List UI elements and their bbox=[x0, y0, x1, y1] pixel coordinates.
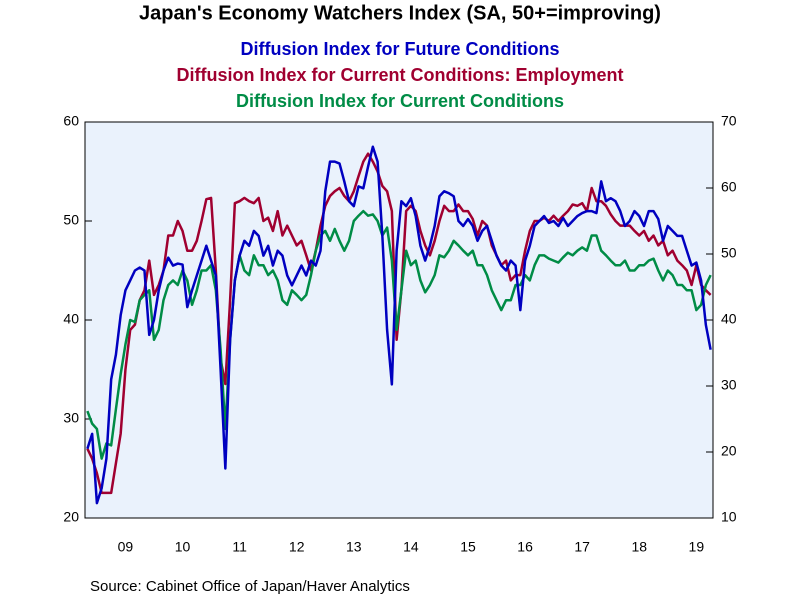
series-line bbox=[86, 145, 712, 505]
source: Source: Cabinet Office of Japan/Haver An… bbox=[90, 578, 410, 595]
y2-tick-label: 20 bbox=[721, 443, 737, 459]
legend-entry: Diffusion Index for Current Conditions bbox=[236, 91, 564, 111]
x-tick-label: 11 bbox=[232, 539, 247, 555]
x-tick-label: 19 bbox=[689, 539, 705, 555]
x-tick-label: 17 bbox=[574, 539, 590, 555]
y2-tick-label: 30 bbox=[721, 377, 737, 393]
legend-entry: Diffusion Index for Future Conditions bbox=[241, 39, 560, 59]
y2-tick-label: 10 bbox=[721, 509, 737, 525]
y-tick-label: 20 bbox=[63, 509, 79, 525]
y2-tick-label: 40 bbox=[721, 311, 737, 327]
chart-title: Japan's Economy Watchers Index (SA, 50+=… bbox=[139, 2, 661, 24]
y2-tick-label: 60 bbox=[721, 179, 737, 195]
x-tick-label: 16 bbox=[517, 539, 533, 555]
y-tick-label: 50 bbox=[63, 212, 79, 228]
legend-entry: Diffusion Index for Current Conditions: … bbox=[177, 65, 624, 85]
x-tick-label: 10 bbox=[175, 539, 191, 555]
y2-tick-label: 70 bbox=[721, 113, 737, 129]
x-tick-label: 14 bbox=[403, 539, 419, 555]
series-line bbox=[86, 209, 712, 460]
x-tick-label: 12 bbox=[289, 539, 305, 555]
x-tick-label: 13 bbox=[346, 539, 362, 555]
y-tick-label: 30 bbox=[63, 410, 79, 426]
x-tick-label: 18 bbox=[631, 539, 647, 555]
x-tick-label: 09 bbox=[118, 539, 134, 555]
x-tick-label: 15 bbox=[460, 539, 476, 555]
y-tick-label: 40 bbox=[63, 311, 79, 327]
y2-tick-label: 50 bbox=[721, 245, 737, 261]
y-tick-label: 60 bbox=[63, 113, 79, 129]
